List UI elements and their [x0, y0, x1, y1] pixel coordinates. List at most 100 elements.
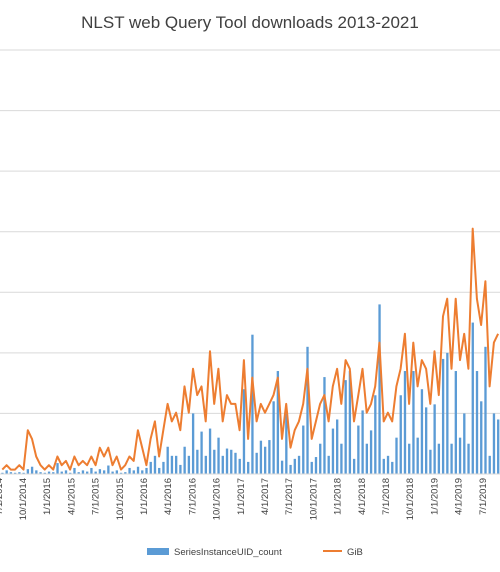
- legend-swatch-bars: [147, 548, 169, 555]
- bar: [86, 471, 89, 474]
- bar: [22, 472, 25, 474]
- bar: [492, 413, 496, 474]
- bar: [395, 437, 398, 474]
- bar: [213, 449, 216, 474]
- legend-label-line: GiB: [347, 547, 363, 558]
- bar: [475, 371, 479, 474]
- bar: [175, 455, 178, 474]
- bar: [285, 413, 288, 474]
- bar: [221, 455, 224, 474]
- bar: [488, 455, 491, 474]
- x-tick-label: 10/1/2018: [405, 478, 416, 520]
- x-tick-label: 7/1/2015: [91, 478, 102, 515]
- bar: [98, 469, 102, 474]
- bar: [331, 428, 335, 474]
- bar: [77, 472, 80, 474]
- bar: [242, 389, 246, 474]
- bar: [310, 461, 313, 474]
- bar: [162, 461, 165, 474]
- bar: [471, 322, 474, 474]
- bar: [437, 443, 441, 474]
- bar: [399, 395, 402, 474]
- bar: [251, 334, 254, 474]
- bar: [124, 472, 127, 474]
- bar: [39, 472, 42, 474]
- x-tick-label: 4/1/2015: [66, 478, 77, 515]
- bar: [412, 371, 415, 474]
- bar: [13, 472, 17, 474]
- bar: [191, 413, 195, 474]
- bar: [369, 430, 373, 474]
- bar: [408, 443, 411, 474]
- bar: [484, 346, 487, 474]
- bar: [234, 452, 237, 474]
- bar: [314, 457, 318, 474]
- bar: [365, 443, 369, 474]
- x-tick-label: 1/1/2019: [429, 478, 440, 515]
- legend-label-bars: SeriesInstanceUID_count: [174, 547, 282, 558]
- bar: [352, 458, 356, 474]
- x-tick-label: 1/1/2016: [139, 478, 150, 515]
- x-tick-label-partial: 7/1/2014: [0, 478, 5, 515]
- bar: [263, 446, 267, 474]
- bar: [374, 395, 377, 474]
- bar: [441, 358, 445, 474]
- bar: [43, 472, 46, 474]
- bar: [446, 352, 449, 474]
- bar: [132, 470, 135, 474]
- x-tick-label: 10/1/2016: [212, 478, 223, 520]
- bar: [357, 425, 360, 474]
- x-tick-label: 7/1/2018: [381, 478, 392, 515]
- bar: [497, 419, 500, 474]
- x-tick-labels: 7/1/2014 10/1/2014 1/1/2015 4/1/2015 7/1/201…: [0, 478, 489, 520]
- bar: [35, 470, 38, 474]
- bar: [336, 419, 339, 474]
- bar: [386, 455, 390, 474]
- bar: [255, 452, 258, 474]
- bar: [302, 425, 305, 474]
- bar: [327, 455, 330, 474]
- bar: [391, 461, 394, 474]
- bar: [416, 437, 419, 474]
- bar: [81, 470, 85, 474]
- bar: [69, 472, 72, 474]
- bar: [187, 455, 191, 474]
- bar: [153, 455, 157, 474]
- bar: [26, 469, 30, 474]
- bar: [9, 472, 13, 474]
- bar: [196, 449, 199, 474]
- bar: [272, 401, 275, 474]
- bar: [56, 463, 59, 474]
- bar: [64, 470, 68, 474]
- bar: [204, 455, 207, 474]
- bar: [47, 471, 51, 474]
- x-tick-label: 10/1/2014: [18, 478, 29, 520]
- bar: [128, 467, 131, 474]
- bar: [429, 449, 432, 474]
- bar: [158, 467, 161, 474]
- bar: [60, 471, 63, 474]
- bar: [200, 431, 203, 474]
- bar: [463, 413, 466, 474]
- bar: [115, 470, 119, 474]
- x-tick-label: 4/1/2016: [163, 478, 174, 515]
- bar: [382, 458, 385, 474]
- bar: [348, 371, 352, 474]
- bar: [323, 377, 326, 474]
- bar: [230, 449, 233, 474]
- bar: [179, 464, 182, 474]
- bar: [5, 470, 8, 474]
- legend: SeriesInstanceUID_count GiB: [147, 547, 363, 558]
- bar: [166, 446, 169, 474]
- bar: [30, 466, 34, 474]
- bar: [306, 346, 309, 474]
- x-tick-label: 7/1/2019: [478, 478, 489, 515]
- bar: [480, 401, 483, 474]
- bar: [420, 389, 424, 474]
- bar: [52, 472, 55, 474]
- x-tick-label: 1/1/2018: [333, 478, 344, 515]
- bar: [467, 443, 470, 474]
- bar: [1, 472, 4, 474]
- bar: [208, 428, 212, 474]
